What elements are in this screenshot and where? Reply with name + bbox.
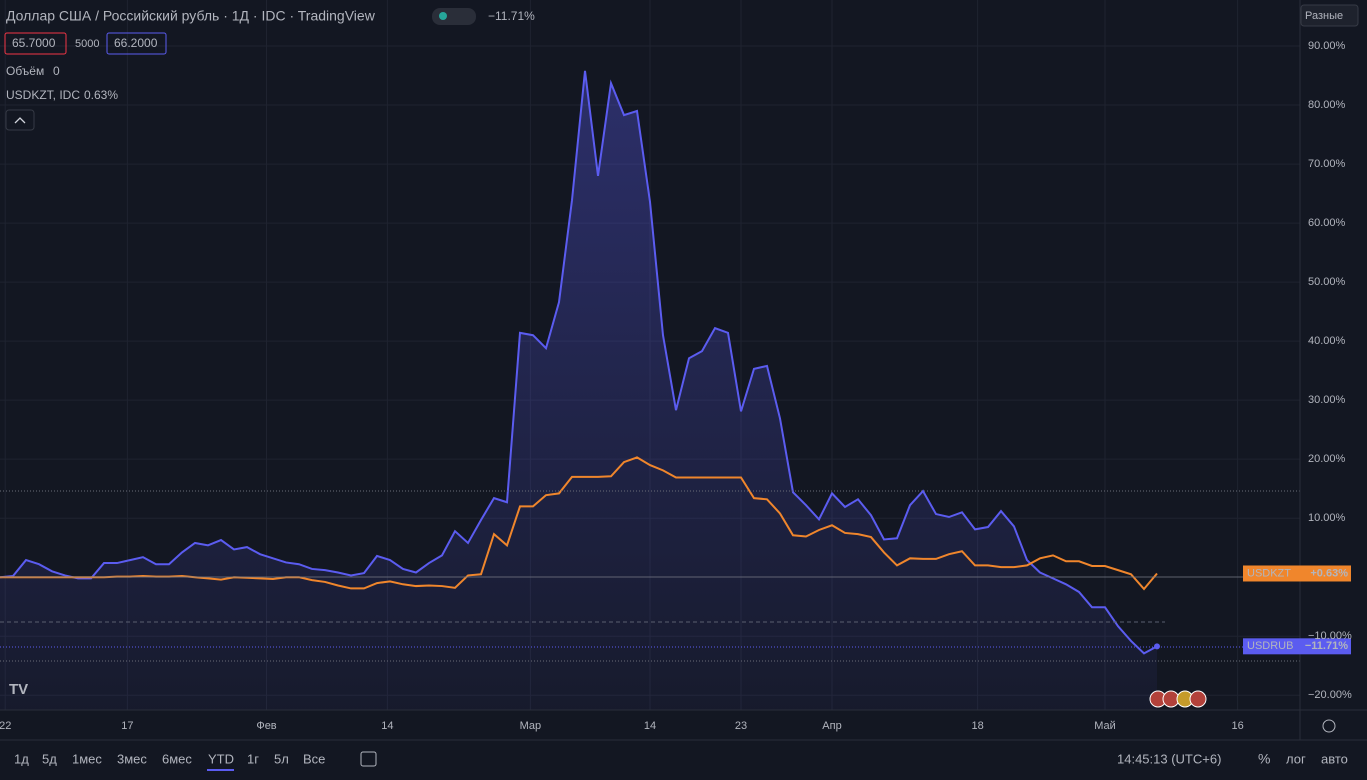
y-tick-label: 30.00%: [1308, 394, 1346, 406]
y-tick-label: 10.00%: [1308, 512, 1346, 524]
x-tick-label: 22: [0, 720, 11, 732]
bid-box[interactable]: [4, 32, 67, 55]
price-tag: [1243, 565, 1351, 582]
auto-toggle[interactable]: авто: [1321, 751, 1348, 766]
range-button[interactable]: 5л: [274, 751, 289, 766]
collapse-button[interactable]: [5, 109, 35, 131]
plot: [0, 0, 1300, 711]
y-tick-label: 70.00%: [1308, 158, 1346, 170]
status-pill[interactable]: [432, 8, 476, 25]
price-tag-name: USDRUB: [1247, 640, 1293, 652]
ask-box[interactable]: [106, 32, 167, 55]
y-tick-label: 90.00%: [1308, 40, 1346, 52]
compare-label: USDKZT, IDC: [6, 88, 80, 102]
range-button[interactable]: Все: [303, 751, 325, 766]
range-button[interactable]: 1д: [14, 751, 29, 766]
price-tag-value: +0.63%: [1310, 567, 1348, 579]
series-area: [0, 70, 1157, 711]
range-button[interactable]: 1г: [247, 751, 259, 766]
y-tick-label: −10.00%: [1308, 630, 1352, 642]
series-line: [0, 70, 1158, 655]
event-icons[interactable]: [1149, 690, 1207, 708]
range-button[interactable]: 3мес: [117, 751, 147, 766]
x-tick-label: 23: [735, 720, 747, 732]
price-tag: [1243, 638, 1351, 655]
scale-mode-button[interactable]: [1300, 4, 1359, 27]
x-tick-label: 17: [121, 720, 133, 732]
symbol-title: Доллар США / Российский рубль · 1Д · IDC…: [6, 8, 376, 24]
volume-label: Объём: [6, 64, 44, 78]
percent-toggle[interactable]: %: [1258, 751, 1270, 767]
y-tick-label: 80.00%: [1308, 99, 1346, 111]
y-tick-label: 60.00%: [1308, 217, 1346, 229]
volume-value: 0: [53, 64, 60, 78]
x-tick-label: 14: [381, 720, 393, 732]
change: −11.71%: [488, 9, 535, 23]
settings-icon[interactable]: [1322, 719, 1336, 733]
date-range-icon[interactable]: [360, 751, 377, 767]
price-tag-value: −11.71%: [1305, 640, 1348, 652]
status-dot: [439, 12, 447, 20]
x-tick-label: 18: [971, 720, 983, 732]
compare-value: 0.63%: [84, 88, 118, 102]
y-tick-label: −20.00%: [1308, 689, 1352, 701]
last-point: [1154, 643, 1160, 650]
x-tick-label: 14: [644, 720, 656, 732]
range-button[interactable]: 5д: [42, 751, 57, 766]
y-tick-label: 20.00%: [1308, 453, 1346, 465]
scale-mode: Разные: [1305, 10, 1343, 22]
spread: 5000: [75, 38, 99, 50]
x-tick-label: Май: [1094, 720, 1116, 732]
ask: 66.2000: [114, 36, 158, 50]
x-tick-label: Фев: [256, 720, 276, 732]
y-tick-label: 40.00%: [1308, 335, 1346, 347]
x-tick-label: 16: [1231, 720, 1243, 732]
x-tick-label: Апр: [822, 720, 841, 732]
logo-mark: TV: [9, 681, 28, 698]
y-tick-label: 50.00%: [1308, 276, 1346, 288]
range-button[interactable]: 1мес: [72, 751, 102, 766]
range-button[interactable]: YTD: [208, 751, 234, 766]
clock: 14:45:13 (UTC+6): [1117, 751, 1221, 766]
collapse-icon: [14, 117, 26, 124]
bid: 65.7000: [12, 36, 56, 50]
range-button[interactable]: 6мес: [162, 751, 192, 766]
price-tag-name: USDKZT: [1247, 567, 1291, 579]
x-tick-label: Мар: [520, 720, 542, 732]
log-toggle[interactable]: лог: [1286, 751, 1306, 766]
